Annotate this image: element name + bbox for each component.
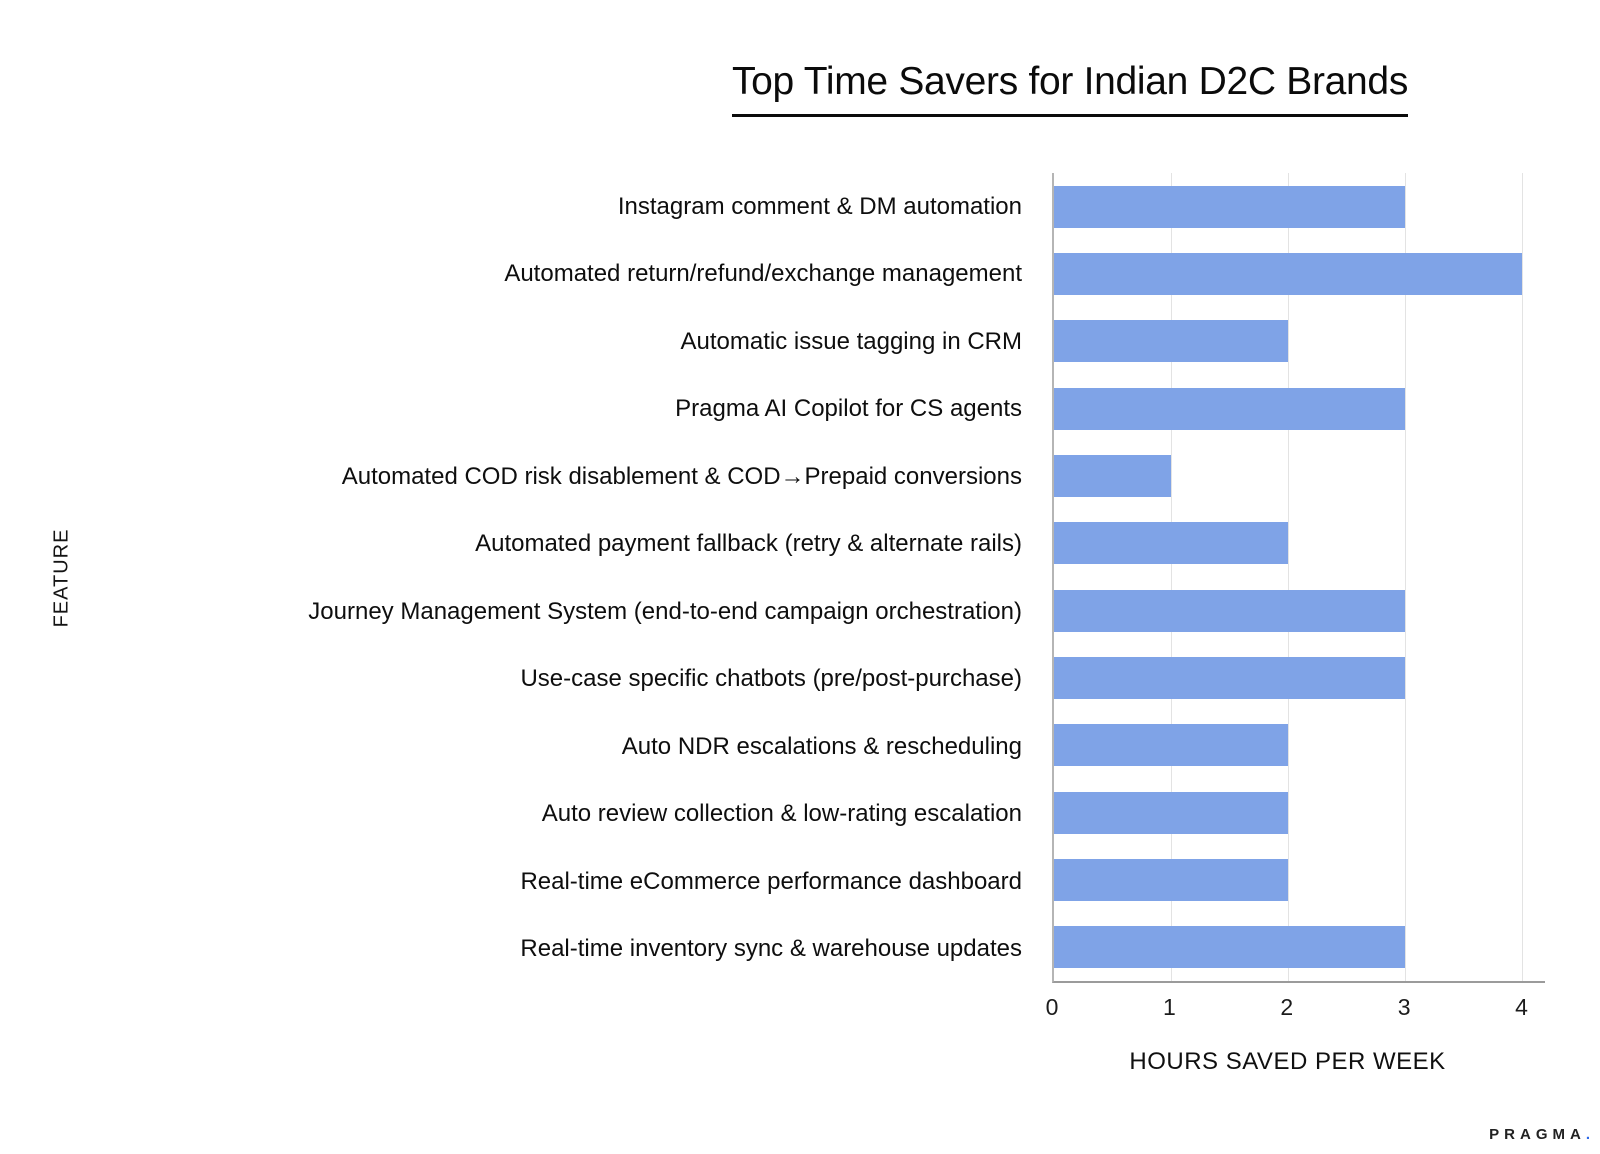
category-label: Automated return/refund/exchange managem… <box>504 260 1022 288</box>
brand-dot: . <box>1585 1126 1590 1143</box>
bar-row <box>1054 510 1545 577</box>
bar <box>1054 387 1405 430</box>
gridline <box>1521 173 1523 981</box>
x-tick-label: 3 <box>1397 994 1411 1020</box>
bar-row <box>1054 779 1545 846</box>
bar <box>1054 252 1522 295</box>
bar-row <box>1054 644 1545 711</box>
category-label: Automated COD risk disablement & COD→Pre… <box>341 462 1022 490</box>
bar-row <box>1054 308 1545 375</box>
chart-title: Top Time Savers for Indian D2C Brands <box>731 60 1408 117</box>
category-label: Instagram comment & DM automation <box>617 192 1022 220</box>
category-label: Auto review collection & low-rating esca… <box>541 800 1022 828</box>
bar <box>1054 320 1288 363</box>
category-labels: Instagram comment & DM automation Automat… <box>0 173 1022 983</box>
bar-row <box>1054 914 1545 981</box>
category-label: Automatic issue tagging in CRM <box>680 327 1022 355</box>
category-label: Journey Management System (end-to-end ca… <box>308 597 1022 625</box>
bar-row <box>1054 442 1545 509</box>
x-axis-title: HOURS SAVED PER WEEK <box>1129 1048 1446 1075</box>
category-label: Real-time eCommerce performance dashboar… <box>520 867 1022 895</box>
category-label: Auto NDR escalations & rescheduling <box>621 732 1022 760</box>
x-tick-label: 2 <box>1280 994 1294 1020</box>
category-label: Real-time inventory sync & warehouse upd… <box>520 935 1022 963</box>
bar <box>1054 926 1405 969</box>
bar <box>1054 858 1288 901</box>
x-tick-label: 1 <box>1162 994 1176 1020</box>
gridline <box>1170 173 1172 981</box>
bar-row <box>1054 240 1545 307</box>
bars <box>1054 173 1545 981</box>
bar <box>1054 589 1405 632</box>
gridline <box>1287 173 1289 981</box>
bar <box>1054 522 1288 565</box>
category-label: Use-case specific chatbots (pre/post-pur… <box>520 665 1022 693</box>
bar-row <box>1054 173 1545 240</box>
gridline <box>1404 173 1406 981</box>
bar-row <box>1054 712 1545 779</box>
bar <box>1054 791 1288 834</box>
plot-area <box>1052 173 1545 983</box>
bar-row <box>1054 846 1545 913</box>
bar <box>1054 454 1171 497</box>
x-tick-label: 0 <box>1045 994 1059 1020</box>
category-label: Pragma AI Copilot for CS agents <box>675 395 1022 423</box>
x-tick-label: 4 <box>1515 994 1528 1020</box>
title-wrap: Top Time Savers for Indian D2C Brands <box>540 60 1600 117</box>
category-label: Automated payment fallback (retry & alte… <box>475 530 1022 558</box>
brand-text: PRAGMA <box>1489 1126 1586 1143</box>
x-axis-ticks: 0 1 2 3 4 <box>1046 994 1545 1024</box>
bar-row <box>1054 375 1545 442</box>
bar <box>1054 724 1288 767</box>
bar <box>1054 656 1405 699</box>
brand-logo: PRAGMA. <box>1489 1126 1590 1143</box>
bar <box>1054 185 1405 228</box>
bar-row <box>1054 577 1545 644</box>
